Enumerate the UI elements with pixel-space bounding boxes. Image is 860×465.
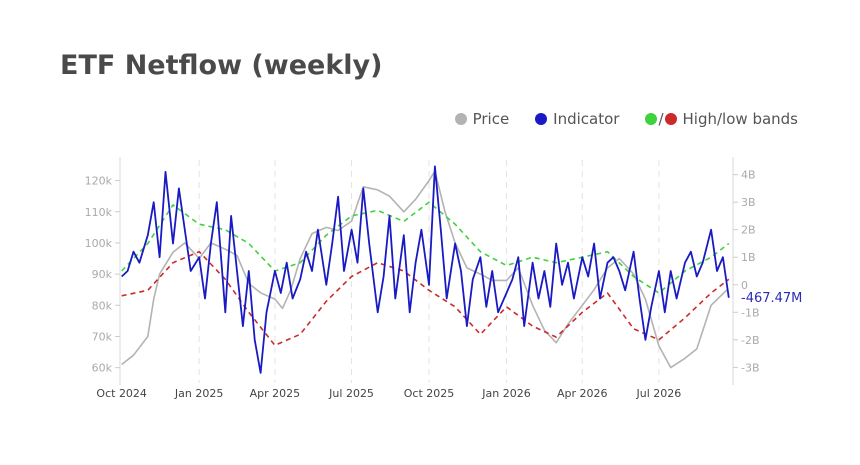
high-band-line [121, 201, 730, 294]
left-tick-label: 120k [85, 175, 113, 188]
right-tick-label: 3B [741, 196, 756, 209]
x-tick-label: Jan 2025 [174, 387, 223, 400]
right-tick-label: 1B [741, 251, 756, 264]
legend-low-band-dot [664, 113, 677, 125]
right-tick-label: 2B [741, 224, 756, 237]
indicator-line [121, 165, 730, 374]
left-axis-ticks: 60k 70k 80k 90k 100k 110k 120k [85, 175, 120, 375]
left-tick-label: 100k [85, 237, 113, 250]
left-tick-label: 80k [92, 299, 113, 312]
left-tick-label: 70k [92, 330, 113, 343]
right-tick-label: 4B [741, 169, 756, 182]
legend-high-band-dot [645, 113, 658, 125]
indicator-last-value: -467.47M [741, 291, 802, 306]
x-tick-label: Jul 2026 [636, 387, 682, 400]
x-tick-label: Oct 2024 [96, 387, 147, 400]
x-tick-label: Jul 2025 [328, 387, 374, 400]
right-tick-label: -1B [741, 306, 760, 319]
chart-series [121, 165, 730, 374]
left-tick-label: 110k [85, 206, 113, 219]
legend-bands-label: High/low bands [682, 110, 798, 128]
x-tick-label: Apr 2026 [557, 387, 608, 400]
chart-title: ETF Netflow (weekly) [60, 50, 383, 81]
legend-indicator-label: Indicator [553, 110, 620, 128]
x-tick-label: Jan 2026 [481, 387, 530, 400]
x-axis-ticks: Oct 2024 Jan 2025 Apr 2025 Jul 2025 Oct 2025… [96, 387, 681, 400]
legend-price-dot [454, 113, 467, 125]
left-tick-label: 60k [92, 362, 113, 375]
legend-price-label: Price [472, 110, 510, 128]
legend-item-price[interactable]: Price [454, 110, 510, 128]
legend-bands-separator: / [658, 110, 664, 128]
right-tick-label: -3B [741, 361, 760, 374]
legend-indicator-dot [535, 113, 548, 125]
right-tick-label: -2B [741, 334, 760, 347]
right-tick-label: 0 [741, 279, 748, 292]
left-tick-label: 90k [92, 268, 113, 281]
chart-legend: Price Indicator / High/low bands [454, 110, 798, 128]
low-band-line [121, 250, 730, 347]
right-axis-ticks: -3B -2B -1B 0 1B 2B 3B 4B [733, 169, 760, 374]
x-tick-label: Apr 2025 [250, 387, 301, 400]
x-tick-label: Oct 2025 [404, 387, 455, 400]
legend-item-indicator[interactable]: Indicator [535, 110, 619, 128]
legend-item-bands[interactable]: / High/low bands [645, 110, 798, 128]
